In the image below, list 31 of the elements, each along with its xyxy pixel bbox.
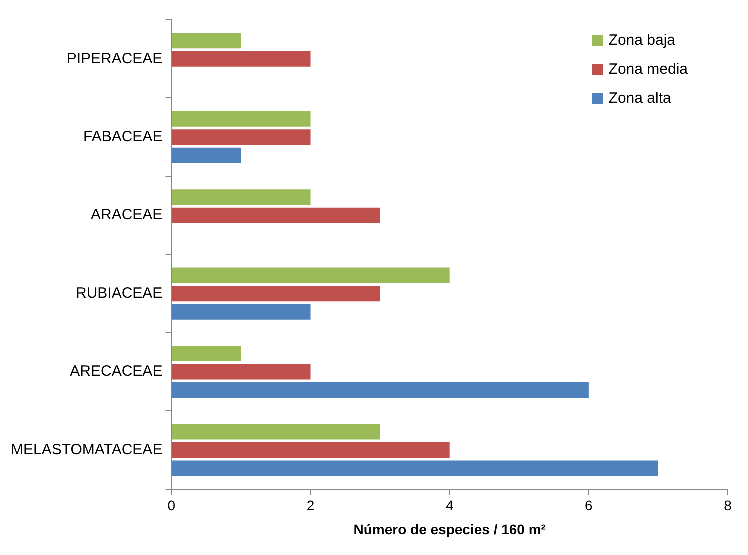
bar xyxy=(172,346,242,362)
x-tick-label: 0 xyxy=(168,498,176,514)
legend-label: Zona media xyxy=(608,61,688,78)
y-tick-label: ARACEAE xyxy=(90,206,163,224)
bar xyxy=(172,208,380,224)
bar xyxy=(172,382,589,398)
bar xyxy=(172,424,380,440)
bar xyxy=(172,286,380,302)
bar xyxy=(172,190,311,206)
x-axis-title: Número de especies / 160 m² xyxy=(354,521,546,538)
y-tick-label: RUBIACEAE xyxy=(76,284,163,302)
bar xyxy=(172,130,311,146)
bar xyxy=(172,442,450,458)
y-tick-label: PIPERACEAE xyxy=(66,50,163,68)
bar xyxy=(172,51,311,67)
legend-label: Zona alta xyxy=(608,90,672,107)
x-tick-label: 8 xyxy=(724,498,732,514)
bar xyxy=(172,304,311,320)
bar xyxy=(172,148,242,164)
x-tick-label: 2 xyxy=(306,498,315,514)
bar xyxy=(172,33,242,49)
bar xyxy=(172,364,311,380)
x-tick-label: 4 xyxy=(446,498,454,514)
y-tick-label: ARECACEAE xyxy=(70,363,163,380)
y-tick-label: MELASTOMATACEAE xyxy=(10,441,163,458)
bar xyxy=(172,460,658,476)
legend-label: Zona baja xyxy=(608,32,676,49)
y-tick-label: FABACEAE xyxy=(83,128,163,146)
bar xyxy=(172,111,311,127)
x-tick-label: 6 xyxy=(585,498,594,514)
bar xyxy=(172,268,450,284)
